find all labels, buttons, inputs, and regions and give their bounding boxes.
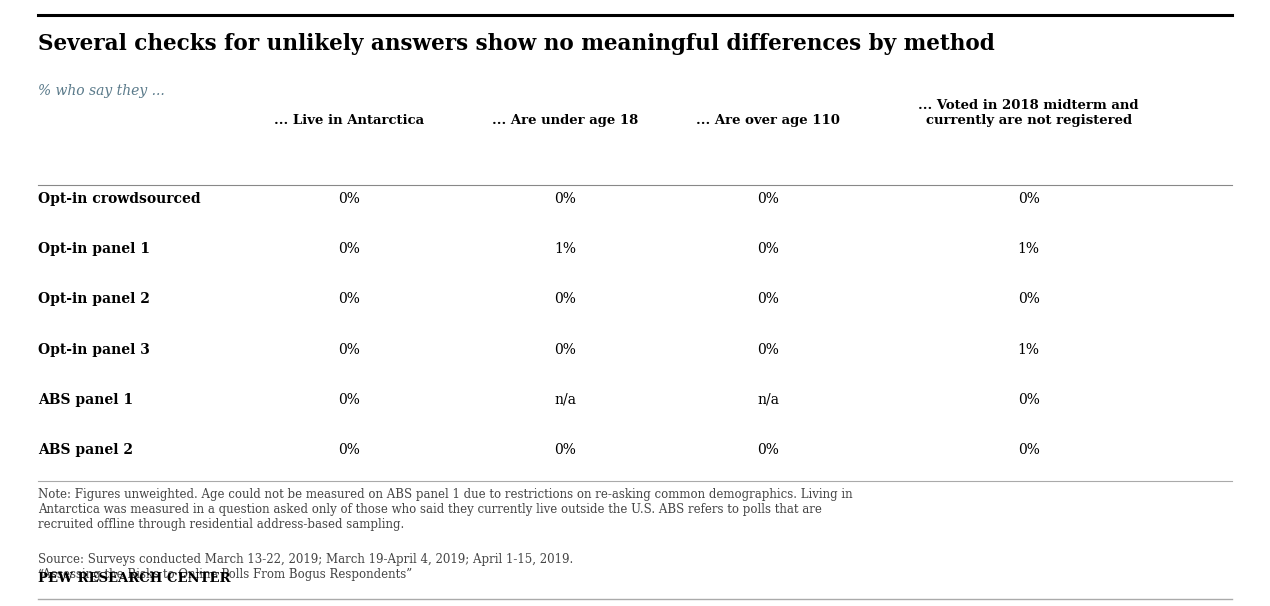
Text: ABS panel 1: ABS panel 1 <box>38 393 133 407</box>
Text: 0%: 0% <box>554 191 577 206</box>
Text: 0%: 0% <box>338 443 361 458</box>
Text: n/a: n/a <box>757 393 780 407</box>
Text: 0%: 0% <box>757 443 780 458</box>
Text: ... Live in Antarctica: ... Live in Antarctica <box>274 115 424 127</box>
Text: 0%: 0% <box>1017 292 1040 307</box>
Text: 1%: 1% <box>554 242 577 256</box>
Text: 0%: 0% <box>554 292 577 307</box>
Text: n/a: n/a <box>554 393 577 407</box>
Text: Note: Figures unweighted. Age could not be measured on ABS panel 1 due to restri: Note: Figures unweighted. Age could not … <box>38 488 852 531</box>
Text: 0%: 0% <box>554 443 577 458</box>
Text: 0%: 0% <box>338 342 361 357</box>
Text: ... Are under age 18: ... Are under age 18 <box>491 115 639 127</box>
Text: ... Are over age 110: ... Are over age 110 <box>696 115 841 127</box>
Text: 0%: 0% <box>554 342 577 357</box>
Text: Several checks for unlikely answers show no meaningful differences by method: Several checks for unlikely answers show… <box>38 33 994 55</box>
Text: Source: Surveys conducted March 13-22, 2019; March 19-April 4, 2019; April 1-15,: Source: Surveys conducted March 13-22, 2… <box>38 553 573 581</box>
Text: ABS panel 2: ABS panel 2 <box>38 443 133 458</box>
Text: 0%: 0% <box>1017 393 1040 407</box>
Text: PEW RESEARCH CENTER: PEW RESEARCH CENTER <box>38 572 231 585</box>
Text: 0%: 0% <box>338 242 361 256</box>
Text: 0%: 0% <box>1017 443 1040 458</box>
Text: 0%: 0% <box>757 191 780 206</box>
Text: 0%: 0% <box>1017 191 1040 206</box>
Text: 0%: 0% <box>757 242 780 256</box>
Text: Opt-in crowdsourced: Opt-in crowdsourced <box>38 191 201 206</box>
Text: 0%: 0% <box>757 292 780 307</box>
Text: 0%: 0% <box>338 292 361 307</box>
Text: ... Voted in 2018 midterm and
currently are not registered: ... Voted in 2018 midterm and currently … <box>918 99 1139 127</box>
Text: 0%: 0% <box>338 393 361 407</box>
Text: 0%: 0% <box>338 191 361 206</box>
Text: Opt-in panel 3: Opt-in panel 3 <box>38 342 150 357</box>
Text: 1%: 1% <box>1017 342 1040 357</box>
Text: Opt-in panel 1: Opt-in panel 1 <box>38 242 150 256</box>
Text: % who say they ...: % who say they ... <box>38 84 165 98</box>
Text: 0%: 0% <box>757 342 780 357</box>
Text: 1%: 1% <box>1017 242 1040 256</box>
Text: Opt-in panel 2: Opt-in panel 2 <box>38 292 150 307</box>
